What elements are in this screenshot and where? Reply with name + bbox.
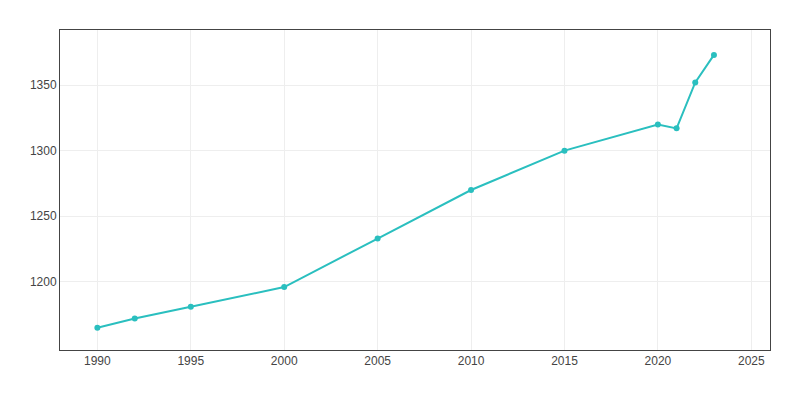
svg-text:1990: 1990 [84,354,111,368]
svg-text:2000: 2000 [271,354,298,368]
svg-text:2015: 2015 [551,354,578,368]
svg-text:1995: 1995 [177,354,204,368]
svg-text:2010: 2010 [458,354,485,368]
svg-text:2025: 2025 [738,354,765,368]
svg-text:2005: 2005 [364,354,391,368]
svg-text:1300: 1300 [30,144,57,158]
svg-text:1250: 1250 [30,209,57,223]
svg-text:1200: 1200 [30,275,57,289]
svg-text:1350: 1350 [30,78,57,92]
svg-text:2020: 2020 [645,354,672,368]
